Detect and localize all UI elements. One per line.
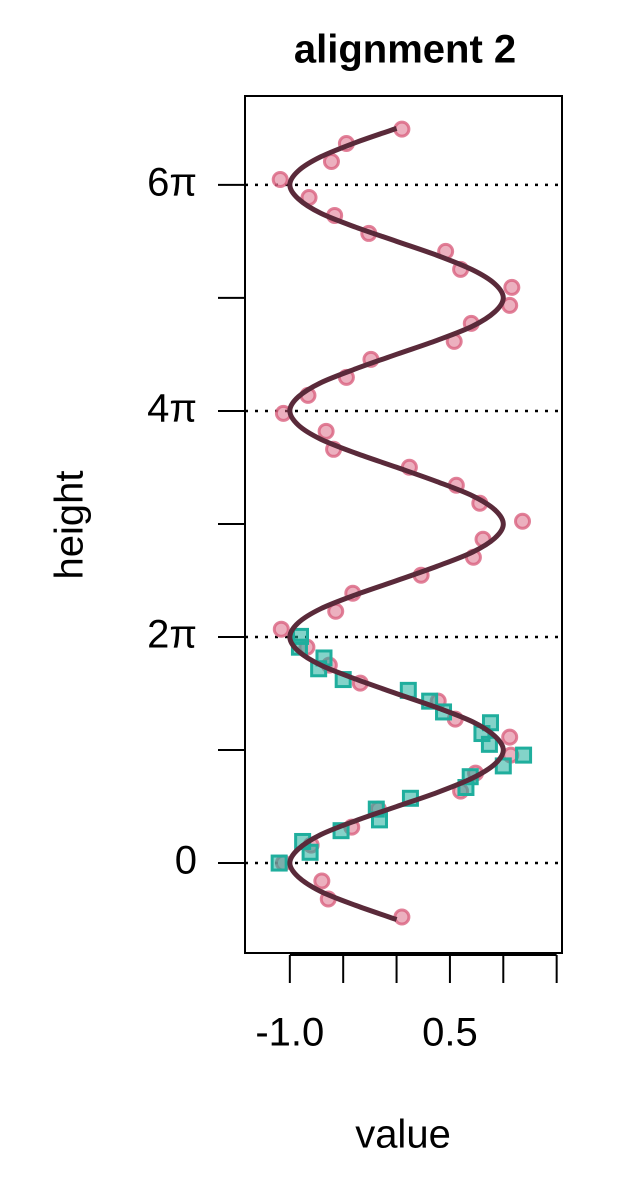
point bbox=[272, 620, 290, 638]
point bbox=[317, 422, 335, 440]
y-tick-label: 2π bbox=[147, 613, 197, 657]
x-axis-label: value bbox=[355, 1113, 451, 1157]
point bbox=[270, 854, 288, 872]
point bbox=[503, 278, 521, 296]
point bbox=[393, 120, 411, 138]
chart-title: alignment 2 bbox=[294, 28, 516, 72]
fit-line bbox=[287, 126, 506, 922]
point bbox=[271, 170, 289, 188]
point bbox=[515, 746, 533, 764]
point bbox=[393, 908, 411, 926]
point bbox=[514, 512, 532, 530]
x-tick-label: 0.5 bbox=[422, 1011, 478, 1055]
point bbox=[292, 627, 310, 645]
point bbox=[501, 728, 519, 746]
y-tick-label: 6π bbox=[147, 160, 197, 204]
y-tick-label: 0 bbox=[175, 839, 197, 883]
y-axis-label: height bbox=[48, 471, 92, 580]
x-tick-label: -1.0 bbox=[255, 1011, 324, 1055]
plot-box bbox=[244, 95, 563, 954]
point bbox=[313, 872, 331, 890]
y-tick-label: 4π bbox=[147, 387, 197, 431]
